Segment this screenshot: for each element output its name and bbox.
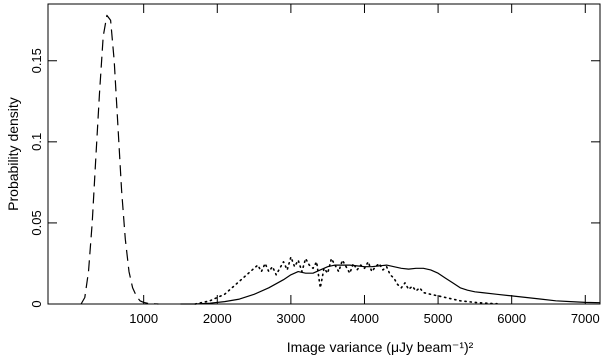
x-tick-label: 2000 bbox=[203, 311, 232, 326]
series-line-dotted bbox=[194, 256, 498, 305]
series-line-dashed bbox=[80, 14, 159, 305]
y-tick-label: 0 bbox=[29, 300, 44, 307]
series-line-solid bbox=[180, 264, 601, 305]
y-tick-label: 0.15 bbox=[29, 48, 44, 73]
plot-frame bbox=[47, 3, 601, 305]
x-tick-label: 4000 bbox=[350, 311, 379, 326]
y-tick-label: 0.05 bbox=[29, 210, 44, 235]
x-tick-label: 6000 bbox=[497, 311, 526, 326]
y-axis-label: Probability density bbox=[5, 97, 21, 211]
x-tick-label: 1000 bbox=[129, 311, 158, 326]
axis-ticks bbox=[48, 4, 600, 305]
series-layer bbox=[80, 14, 601, 305]
tick-labels: 1000 2000 3000 4000 5000 6000 7000 0 0.05 0.1 0.15 bbox=[29, 48, 600, 326]
x-tick-label: 5000 bbox=[424, 311, 453, 326]
x-tick-label: 3000 bbox=[276, 311, 305, 326]
x-tick-label: 7000 bbox=[571, 311, 600, 326]
y-tick-label: 0.1 bbox=[29, 133, 44, 151]
x-axis-label: Image variance (μJy beam⁻¹)² bbox=[287, 339, 474, 355]
